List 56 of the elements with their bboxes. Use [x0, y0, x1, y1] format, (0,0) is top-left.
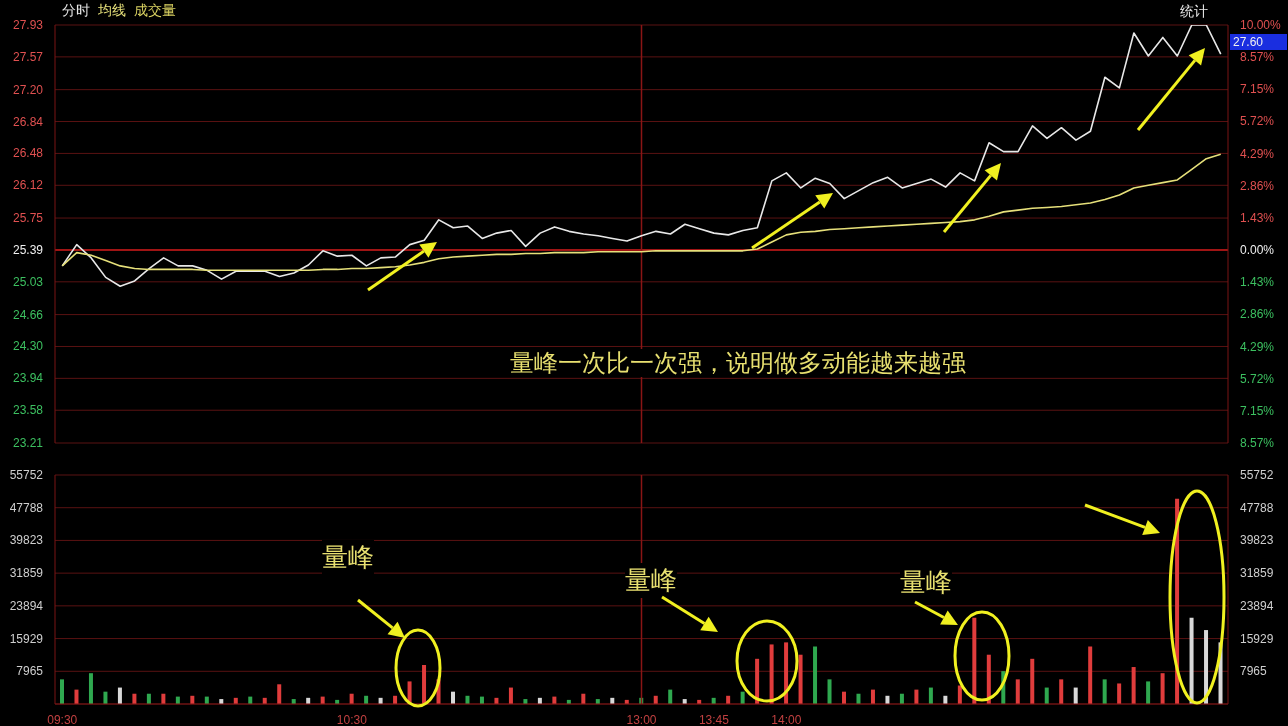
y-tick-label: 7965 — [16, 664, 44, 679]
y2-tick-label: 7.15% — [1240, 82, 1275, 97]
y-tick-label: 26.84 — [12, 114, 44, 129]
y2-tick-label: 15929 — [1240, 631, 1274, 646]
x-tick-label: 09:30 — [47, 713, 78, 726]
y-tick-label: 27.93 — [12, 18, 44, 32]
y2-tick-label: 4.29% — [1240, 146, 1275, 161]
y-tick-label: 24.66 — [12, 307, 44, 322]
y2-tick-label: 55752 — [1240, 468, 1274, 482]
y2-tick-label: 23894 — [1240, 598, 1274, 613]
y2-tick-label: 4.29% — [1240, 339, 1275, 354]
y-tick-label: 24.30 — [12, 339, 44, 354]
y-tick-label: 31859 — [9, 566, 44, 581]
y2-tick-label: 47788 — [1240, 500, 1274, 515]
y-tick-label: 23894 — [9, 598, 44, 613]
y-tick-label: 23.58 — [12, 403, 44, 418]
annotation: 量峰 — [900, 565, 952, 600]
y-tick-label: 25.75 — [12, 211, 44, 226]
y2-tick-label: 8.57% — [1240, 436, 1275, 450]
y2-tick-label: 1.43% — [1240, 210, 1275, 225]
text: 分时 — [62, 2, 90, 20]
y2-tick-label: 31859 — [1240, 566, 1274, 581]
y2-tick-label: 7.15% — [1240, 404, 1275, 419]
text: 统计 — [1180, 3, 1208, 21]
y-tick-label: 26.12 — [12, 178, 44, 193]
x-tick-label: 13:45 — [698, 713, 730, 726]
x-tick-label: 13:00 — [626, 713, 657, 726]
y2-tick-label: 5.72% — [1240, 114, 1275, 129]
y2-tick-label: 39823 — [1240, 533, 1274, 548]
y-tick-label: 25.03 — [12, 274, 44, 289]
annotation: 量峰 — [322, 540, 374, 575]
y2-tick-label: 2.86% — [1240, 178, 1275, 193]
y2-tick-label: 7965 — [1240, 664, 1268, 679]
y2-tick-label: 5.72% — [1240, 371, 1275, 386]
annotation: 量峰 — [625, 563, 677, 598]
y-tick-label: 25.39 — [12, 242, 44, 257]
y2-tick-label: 0.00% — [1240, 243, 1275, 258]
y-tick-label: 47788 — [9, 500, 44, 515]
text: 27.60 — [1230, 34, 1287, 50]
annotation: 量峰一次比一次强，说明做多动能越来越强 — [510, 349, 966, 377]
y-tick-label: 23.94 — [12, 371, 44, 386]
x-tick-label: 14:00 — [771, 713, 802, 726]
text: 均线 — [98, 2, 126, 20]
y-tick-label: 26.48 — [12, 146, 44, 161]
y2-tick-label: 2.86% — [1240, 307, 1275, 322]
y-tick-label: 55752 — [9, 468, 44, 482]
y2-tick-label: 1.43% — [1240, 275, 1275, 290]
y-tick-label: 15929 — [9, 631, 44, 646]
y-tick-label: 23.21 — [12, 436, 44, 450]
y-tick-label: 27.57 — [12, 49, 44, 64]
y2-tick-label: 10.00% — [1240, 18, 1282, 32]
y-tick-label: 27.20 — [12, 82, 44, 97]
y2-tick-label: 8.57% — [1240, 50, 1275, 65]
x-tick-label: 10:30 — [336, 713, 368, 726]
y-tick-label: 39823 — [9, 533, 44, 548]
chart-title: 成交量 — [134, 2, 176, 18]
